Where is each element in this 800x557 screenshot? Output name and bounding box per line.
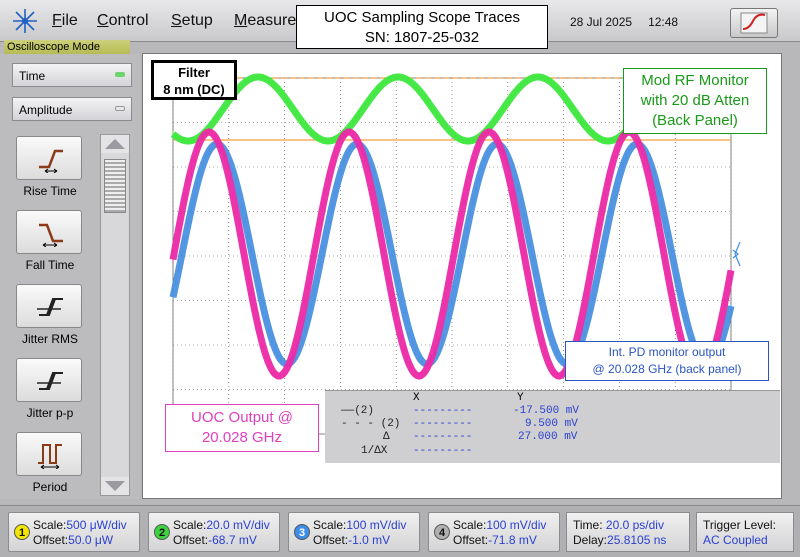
fall-time-button[interactable] [16,210,82,254]
readout-row: - - - (2) --------- 9.500 mV [325,418,780,430]
period-button[interactable] [16,432,82,476]
time-selector-label: Time [19,69,46,83]
channel-2-badge: 2 [154,524,170,540]
filter-line2: 8 nm (DC) [163,82,225,97]
title-line1: UOC Sampling Scope Traces [324,9,520,26]
trigger-button[interactable]: Trigger Level: AC Coupled [696,512,794,552]
amplitude-selector-label: Amplitude [19,103,73,117]
tools-scrollbar[interactable] [100,134,130,496]
uoc-output-line1: UOC Output @ [191,409,293,426]
channel-status-bar: 1 Scale:500 μW/div Offset:50.0 μW 2 Scal… [0,505,800,557]
trigger-value: AC Coupled [703,533,768,547]
waveform-icon [740,12,768,34]
channel-1-button[interactable]: 1 Scale:500 μW/div Offset:50.0 μW [8,512,140,552]
fall-time-label: Fall Time [25,258,75,272]
mod-rf-line3: (Back Panel) [652,112,738,129]
readout-y: -17.500 mV [513,405,580,417]
mod-rf-callout: Mod RF Monitor with 20 dB Atten (Back Pa… [623,68,767,134]
readout-marker: - - - (2) [341,418,401,430]
menu-control[interactable]: Control [97,12,149,29]
readout-x: --------- [413,405,473,417]
menu-file[interactable]: File [52,12,78,29]
channel-1-badge: 1 [14,524,30,540]
pd-monitor-callout: Int. PD monitor output @ 20.028 GHz (bac… [565,341,769,381]
time-selector[interactable]: Time [12,63,132,87]
mod-rf-line1: Mod RF Monitor [641,72,749,89]
jitter-rms-button[interactable] [16,284,82,328]
filter-line1: Filter [178,65,210,80]
readout-row: 1/ΔX --------- [325,445,780,457]
period-icon [38,444,62,469]
date-time: 28 Jul 2025 12:48 [570,15,679,29]
filter-callout: Filter 8 nm (DC) [151,60,237,100]
trigger-label: Trigger Level: [703,518,776,532]
title-line2: SN: 1807-25-032 [364,29,480,46]
readout-marker: Δ [383,431,390,443]
oscilloscope-mode-label: Oscilloscope Mode [4,40,130,54]
uoc-output-line2: 20.028 GHz [201,429,283,446]
amplitude-selector[interactable]: Amplitude [12,97,132,121]
jitter-rms-icon [37,298,63,316]
pd-monitor-line1: Int. PD monitor output [608,345,726,359]
readout-header-y: Y [517,392,524,404]
menu-measure[interactable]: Measure [234,12,297,29]
readout-row: ——(2) --------- -17.500 mV [325,405,780,417]
marker-readout: X Y ——(2) --------- -17.500 mV - - - (2)… [325,390,780,463]
waveform-plot [169,73,741,435]
jitter-pp-button[interactable] [16,358,82,402]
jitter-pp-icon [37,372,63,390]
jitter-pp-label: Jitter p-p [26,406,74,420]
mod-rf-line2: with 20 dB Atten [640,92,750,109]
readout-marker: 1/ΔX [361,445,388,457]
fall-time-icon [39,223,63,247]
channel-3-button[interactable]: 3 Scale:100 mV/div Offset:-1.0 mV [288,512,420,552]
channel-2-button[interactable]: 2 Scale:20.0 mV/div Offset:-68.7 mV [148,512,280,552]
active-led-icon [115,72,125,77]
readout-y: 9.500 mV [525,418,578,430]
scroll-thumb[interactable] [104,159,126,213]
uoc-output-callout: UOC Output @ 20.028 GHz [165,404,319,452]
rise-time-label: Rise Time [23,184,77,198]
trace-magenta-uoc-output-jitter [172,128,732,380]
rise-time-button[interactable] [16,136,82,180]
readout-x: --------- [413,445,473,457]
scroll-down-icon[interactable] [101,477,129,495]
run-stop-button[interactable] [730,8,778,38]
readout-x: --------- [413,431,473,443]
channel-4-button[interactable]: 4 Scale:100 mV/div Offset:-71.8 mV [428,512,560,552]
timebase-button[interactable]: Time: 20.0 ps/div Delay:25.8105 ns [566,512,690,552]
scroll-up-icon[interactable] [101,135,129,153]
period-label: Period [32,480,68,494]
readout-y: 27.000 mV [518,431,578,443]
rise-time-icon [39,149,63,173]
channel-3-marker-icon [732,241,741,267]
channel-4-badge: 4 [434,524,450,540]
jitter-rms-label: Jitter RMS [21,332,78,346]
menu-setup[interactable]: Setup [171,12,213,29]
channel-3-badge: 3 [294,524,310,540]
agilent-logo-icon [13,9,37,33]
readout-header-x: X [413,392,420,404]
plot-title-box: UOC Sampling Scope Traces SN: 1807-25-03… [296,5,548,49]
inactive-led-icon [115,106,125,111]
pd-monitor-line2: @ 20.028 GHz (back panel) [592,362,742,376]
readout-row: Δ --------- 27.000 mV [325,431,780,443]
readout-marker: ——(2) [341,405,375,417]
readout-x: --------- [413,418,473,430]
